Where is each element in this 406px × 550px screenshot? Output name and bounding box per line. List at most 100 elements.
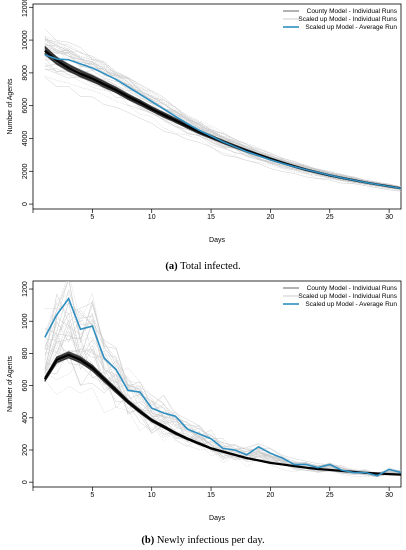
scaled-individual-run	[44, 301, 401, 476]
plot-area	[44, 28, 401, 192]
y-tick-label: 0	[22, 202, 29, 206]
scaled-individual-run	[44, 281, 401, 475]
legend-label: County Model - Individual Runs	[307, 285, 398, 292]
county-model-line	[43, 353, 401, 476]
caption-b-text: Newly infectious per day.	[156, 535, 265, 546]
county-individual-run	[44, 54, 401, 189]
scaled-individual-run	[44, 302, 401, 473]
scaled-individual-run	[44, 45, 401, 188]
x-tick-label: 10	[148, 492, 156, 499]
x-tick-label: 10	[148, 214, 156, 221]
county-individual-run	[44, 52, 401, 189]
scaled-individual-run	[44, 289, 401, 475]
x-tick-label: 15	[207, 492, 215, 499]
scaled-individual-run	[44, 38, 401, 187]
scaled-individual-run	[44, 45, 401, 188]
plot-frame	[32, 280, 402, 488]
scaled-individual-run	[44, 68, 401, 190]
scaled-individual-run	[44, 337, 401, 477]
county-individual-run	[44, 51, 401, 189]
y-tick-label: 2000	[22, 163, 29, 179]
scaled-individual-run	[44, 41, 401, 189]
county-individual-run	[44, 53, 401, 189]
scaled-individual-run	[44, 313, 401, 474]
y-tick-label: 0	[22, 480, 29, 484]
scaled-individual-run	[44, 36, 401, 187]
county-individual-run	[44, 51, 401, 189]
y-tick-label: 8000	[22, 65, 29, 81]
scaled-individual-run	[44, 380, 401, 478]
y-tick-label: 400	[22, 412, 29, 424]
county-individual-run	[44, 46, 401, 189]
scaled-individual-run	[44, 56, 401, 189]
scaled-individual-run	[44, 64, 401, 191]
y-tick-label: 800	[22, 347, 29, 359]
county-individual-run	[44, 46, 401, 189]
county-individual-run	[44, 46, 401, 189]
caption-b-letter: (b)	[141, 535, 155, 546]
county-individual-run	[44, 46, 401, 189]
plot-frame	[32, 3, 402, 210]
x-axis-label: Days	[209, 237, 225, 244]
scaled-individual-run	[44, 56, 401, 189]
scaled-average-line	[44, 297, 401, 477]
x-tick-label: 15	[207, 214, 215, 221]
chart-panel-b: 5 10 15 20 25 30 0 200 400 600 800 1000 1200 Days Numb…	[7, 280, 402, 522]
scaled-individual-run	[44, 36, 401, 188]
x-axis-label: Days	[209, 515, 225, 522]
y-axis-label: Number of Agents	[7, 78, 14, 135]
x-tick-label: 25	[326, 214, 334, 221]
scaled-individual-run	[44, 38, 401, 188]
scaled-individual-run	[44, 293, 401, 475]
y-tick-label: 10000	[22, 30, 29, 50]
x-tick-label: 25	[326, 492, 334, 499]
y-tick-label: 1000	[22, 313, 29, 329]
plot-area	[43, 281, 401, 478]
county-individual-run	[44, 52, 401, 189]
county-individual-run	[44, 54, 401, 190]
county-individual-run	[44, 53, 401, 189]
scaled-individual-run	[44, 51, 401, 189]
y-tick-label: 600	[22, 380, 29, 392]
y-axis-label: Number of Agents	[7, 355, 14, 412]
scaled-individual-run	[44, 77, 401, 192]
scaled-individual-run	[44, 68, 401, 191]
county-individual-run	[44, 54, 401, 190]
county-individual-run	[44, 52, 401, 189]
x-tick-label: 30	[385, 492, 393, 499]
caption-a-letter: (a)	[165, 261, 178, 272]
legend-label: Scaled up Model - Average Run	[305, 24, 397, 31]
county-individual-run	[44, 54, 401, 190]
x-tick-label: 30	[385, 214, 393, 221]
scaled-individual-run	[44, 42, 401, 189]
scaled-individual-run	[44, 63, 401, 190]
county-individual-run	[44, 53, 401, 189]
y-tick-label: 6000	[22, 98, 29, 114]
scaled-individual-run	[44, 46, 401, 188]
scaled-average-line	[44, 54, 401, 190]
y-tick-label: 12000	[22, 0, 29, 17]
x-tick-label: 5	[90, 214, 94, 221]
legend-label: Scaled up Model - Individual Runs	[298, 16, 397, 23]
scaled-individual-run	[44, 28, 401, 187]
caption-a-text: Total infected.	[180, 261, 241, 272]
scaled-individual-run	[44, 330, 401, 476]
scaled-individual-run	[44, 315, 401, 474]
scaled-individual-run	[44, 39, 401, 187]
legend-label: Scaled up Model - Individual Runs	[298, 293, 397, 300]
x-tick-label: 20	[267, 492, 275, 499]
county-individual-run	[44, 52, 401, 189]
legend-label: County Model - Individual Runs	[307, 8, 398, 15]
x-tick-label: 20	[267, 214, 275, 221]
scaled-individual-run	[44, 348, 401, 476]
caption-a: (a) Total infected.	[0, 261, 406, 272]
x-tick-label: 5	[90, 492, 94, 499]
county-individual-run	[44, 52, 401, 190]
scaled-individual-run	[44, 333, 401, 477]
caption-b: (b) Newly infectious per day.	[0, 535, 406, 546]
scaled-individual-run	[44, 46, 401, 189]
chart-panel-a: 5 10 15 20 25 30 0 2000 4000 6000 8000 10000 12000 Da…	[7, 0, 402, 244]
county-individual-run	[44, 46, 401, 189]
y-tick-label: 200	[22, 444, 29, 456]
